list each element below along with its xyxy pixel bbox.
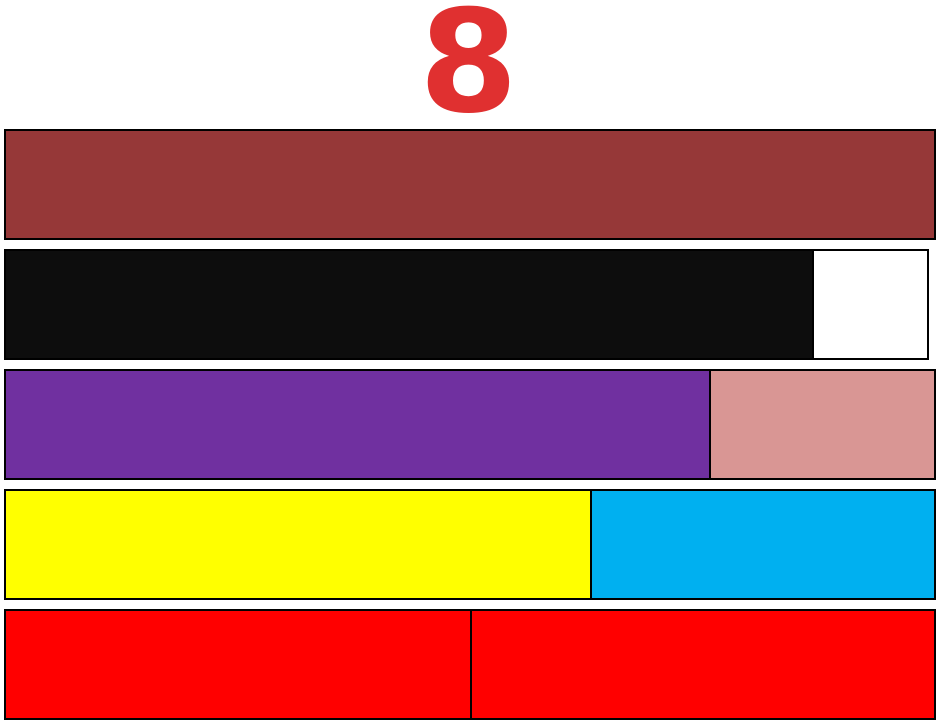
fraction-bar-1	[4, 129, 936, 240]
bar-5-segment-2	[470, 611, 934, 718]
number-title: 8	[419, 0, 518, 145]
bar-3-segment-1	[6, 371, 710, 478]
bar-2-segment-1	[6, 251, 812, 358]
fraction-bar-5	[4, 609, 936, 720]
bar-2-segment-2	[811, 251, 927, 358]
bar-4-segment-1	[6, 491, 590, 598]
fraction-bar-3	[4, 369, 936, 480]
bar-1-segment-1	[6, 131, 934, 238]
bar-5-segment-1	[6, 611, 470, 718]
fraction-bar-2	[4, 249, 929, 360]
bar-4-segment-2	[589, 491, 934, 598]
bar-3-segment-2	[709, 371, 934, 478]
fraction-bar-4	[4, 489, 936, 600]
